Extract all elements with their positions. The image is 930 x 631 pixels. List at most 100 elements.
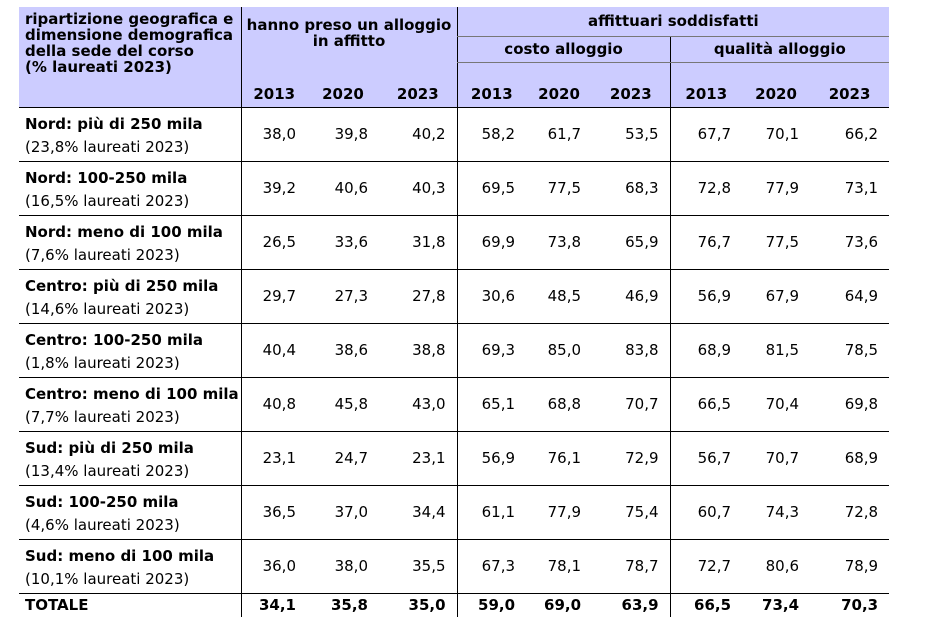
table-cell: 67,3 bbox=[456, 539, 527, 594]
table-cell: 67,9 bbox=[742, 269, 811, 324]
table-cell: 34,4 bbox=[379, 485, 458, 540]
table-cell: 43,0 bbox=[379, 377, 458, 432]
table-row: Nord: 100-250 mila (16,5% laureati 2023) 3… bbox=[19, 161, 890, 216]
row-note: (23,8% laureati 2023) bbox=[25, 137, 190, 156]
col-header-quality: qualità alloggio bbox=[669, 36, 890, 63]
table-cell: 85,0 bbox=[526, 323, 593, 378]
col-header-line: in affitto bbox=[312, 32, 386, 50]
table-cell: 73,6 bbox=[810, 215, 890, 270]
table-cell: 53,5 bbox=[592, 107, 671, 162]
row-label: Nord: più di 250 mila (23,8% laureati 202… bbox=[19, 107, 241, 162]
table-cell: 65,9 bbox=[592, 215, 671, 270]
table-cell: 58,2 bbox=[456, 107, 527, 162]
table-cell: 69,8 bbox=[810, 377, 890, 432]
table-cell: 38,8 bbox=[379, 323, 458, 378]
table-row: Sud: meno di 100 mila (10,1% laureati 202… bbox=[19, 539, 890, 594]
table-row: Centro: 100-250 mila (1,8% laureati 2023)… bbox=[19, 323, 890, 378]
table-cell: 69,5 bbox=[456, 161, 527, 216]
row-label: Centro: 100-250 mila (1,8% laureati 2023) bbox=[19, 323, 241, 378]
table-cell: 74,3 bbox=[742, 485, 811, 540]
table-cell: 40,6 bbox=[307, 161, 379, 216]
table-cell: 70,3 bbox=[841, 596, 879, 614]
table-cell: 61,1 bbox=[456, 485, 527, 540]
col-header-cost: costo alloggio bbox=[456, 36, 671, 63]
year-header: 2020 bbox=[755, 84, 797, 103]
row-note: (7,6% laureati 2023) bbox=[25, 245, 180, 264]
table-cell: 68,3 bbox=[592, 161, 671, 216]
table-cell: 69,0 bbox=[544, 596, 582, 614]
year-header: 2023 bbox=[828, 84, 871, 103]
table-cell: 40,2 bbox=[379, 107, 458, 162]
row-name: Nord: più di 250 mila bbox=[25, 114, 203, 133]
table-cell: 72,8 bbox=[810, 485, 890, 540]
table-cell: 33,6 bbox=[307, 215, 379, 270]
table-cell: 76,7 bbox=[669, 215, 743, 270]
table-cell: 66,5 bbox=[669, 593, 743, 617]
table-cell: 77,9 bbox=[742, 161, 811, 216]
year-header: 2013 bbox=[456, 62, 527, 107]
table-cell: 66,2 bbox=[810, 107, 890, 162]
row-name: Nord: meno di 100 mila bbox=[25, 222, 223, 241]
col-header-line: (% laureati 2023) bbox=[25, 58, 172, 76]
table-cell: 83,8 bbox=[592, 323, 671, 378]
table-cell: 77,9 bbox=[526, 485, 593, 540]
table-body: Nord: più di 250 mila (23,8% laureati 202… bbox=[19, 107, 890, 617]
table-cell: 48,5 bbox=[526, 269, 593, 324]
row-note: (14,6% laureati 2023) bbox=[25, 299, 190, 318]
table-cell: 39,2 bbox=[240, 161, 307, 216]
row-name: Nord: 100-250 mila bbox=[25, 168, 188, 187]
table-cell: 63,9 bbox=[621, 596, 659, 614]
table-cell: 56,7 bbox=[669, 431, 743, 486]
table-cell: 72,9 bbox=[592, 431, 671, 486]
table-cell: 24,7 bbox=[307, 431, 379, 486]
table-cell: 23,1 bbox=[379, 431, 458, 486]
table-cell: 78,5 bbox=[810, 323, 890, 378]
year-header: 2023 bbox=[396, 84, 439, 103]
table-cell: 80,6 bbox=[742, 539, 811, 594]
row-name: Sud: 100-250 mila bbox=[25, 492, 179, 511]
table-cell: 78,1 bbox=[526, 539, 593, 594]
table-cell: 77,5 bbox=[526, 161, 593, 216]
table-cell: 73,8 bbox=[526, 215, 593, 270]
table-cell: 30,6 bbox=[456, 269, 527, 324]
table-cell: 40,4 bbox=[240, 323, 307, 378]
table-row: Centro: meno di 100 mila (7,7% laureati 2… bbox=[19, 377, 890, 432]
row-label: Nord: meno di 100 mila (7,6% laureati 202… bbox=[19, 215, 241, 270]
table-row: Sud: 100-250 mila (4,6% laureati 2023) 36,… bbox=[19, 485, 890, 540]
table-cell: 35,5 bbox=[379, 539, 458, 594]
table-cell: 72,7 bbox=[669, 539, 743, 594]
table-cell: 46,9 bbox=[592, 269, 671, 324]
table-cell: 40,3 bbox=[379, 161, 458, 216]
row-note: (10,1% laureati 2023) bbox=[25, 569, 190, 588]
table-cell: 69,9 bbox=[456, 215, 527, 270]
row-label: Centro: più di 250 mila (14,6% laureati 2… bbox=[19, 269, 241, 324]
row-name: Centro: più di 250 mila bbox=[25, 276, 219, 295]
table-cell: 29,7 bbox=[240, 269, 307, 324]
year-header: 2020 bbox=[538, 84, 580, 103]
row-name: Centro: 100-250 mila bbox=[25, 330, 204, 349]
row-note: (16,5% laureati 2023) bbox=[25, 191, 190, 210]
table-cell: 38,0 bbox=[240, 107, 307, 162]
row-label: Nord: 100-250 mila (16,5% laureati 2023) bbox=[19, 161, 241, 216]
table-cell: 69,3 bbox=[456, 323, 527, 378]
table-cell: 64,9 bbox=[810, 269, 890, 324]
table-cell: 45,8 bbox=[307, 377, 379, 432]
table-cell: 37,0 bbox=[307, 485, 379, 540]
table-cell: 27,3 bbox=[307, 269, 379, 324]
year-header: 2020 bbox=[322, 84, 364, 103]
row-label: Sud: meno di 100 mila (10,1% laureati 202… bbox=[19, 539, 241, 594]
table-cell: 31,8 bbox=[379, 215, 458, 270]
row-name: Sud: meno di 100 mila bbox=[25, 546, 215, 565]
table-cell: 61,7 bbox=[526, 107, 593, 162]
table-row: Nord: più di 250 mila (23,8% laureati 202… bbox=[19, 107, 890, 162]
table-cell: 72,8 bbox=[669, 161, 743, 216]
table-cell: 67,7 bbox=[669, 107, 743, 162]
table-cell: 38,6 bbox=[307, 323, 379, 378]
table-cell: 70,7 bbox=[592, 377, 671, 432]
col-header-satisfied: affittuari soddisfatti bbox=[456, 7, 890, 37]
table-cell: 56,9 bbox=[669, 269, 743, 324]
table-cell: 23,1 bbox=[240, 431, 307, 486]
table-cell: 26,5 bbox=[240, 215, 307, 270]
row-label: Sud: 100-250 mila (4,6% laureati 2023) bbox=[19, 485, 241, 540]
col-header-line: ripartizione geografica e bbox=[25, 10, 234, 28]
